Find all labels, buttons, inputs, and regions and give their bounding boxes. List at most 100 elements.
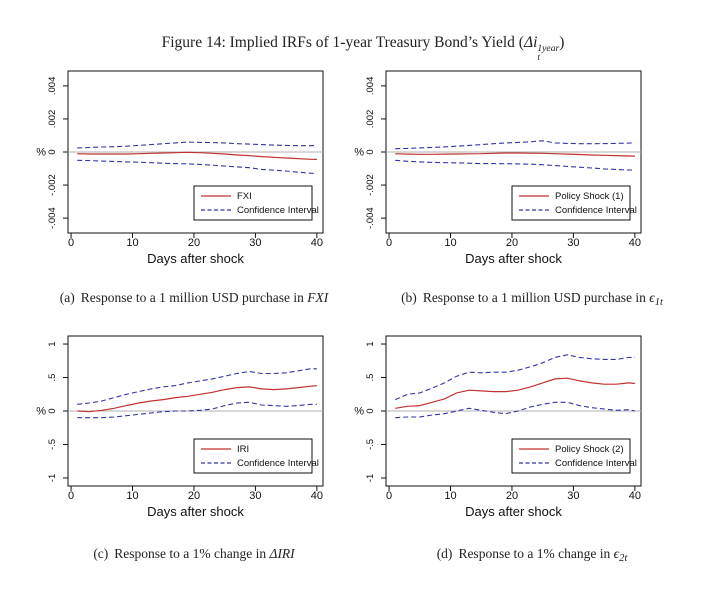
legend-label: FXI (237, 191, 252, 202)
caption-d: (d) Response to a 1% change in ϵ2t (363, 546, 701, 564)
captions-row-top: (a) Response to a 1 million USD purchase … (25, 290, 701, 308)
caption-b-tag: (b) (401, 290, 417, 305)
caption-b-math: ϵ (649, 290, 655, 305)
caption-b-math-sub: 1t (654, 296, 663, 308)
y-axis-title: % (36, 147, 46, 159)
x-tick-label: 40 (311, 490, 323, 502)
y-tick-label: 0 (47, 408, 58, 413)
figure-title-superscript: 1year (537, 43, 560, 55)
x-tick-label: 0 (68, 490, 74, 502)
y-tick-label: .004 (47, 77, 58, 96)
figure-title-math-var: Δi (523, 34, 538, 51)
y-axis: .004 .002 0 -.002 -.004% (36, 77, 68, 229)
caption-d-tag: (d) (436, 546, 453, 561)
captions-row-bottom: (c) Response to a 1% change in ΔIRI (d) Re… (25, 546, 701, 564)
y-axis: 1 .5 0 -.5 -1% (354, 341, 386, 482)
y-tick-label: 1 (365, 341, 376, 346)
caption-d-math: ϵ (613, 546, 620, 561)
y-axis-title: % (36, 406, 46, 418)
series-ci-lower (77, 401, 317, 419)
legend-box (193, 438, 313, 474)
x-axis: 0 10 20 30 40 Days after shock (68, 486, 323, 519)
series-ci-upper (395, 140, 635, 150)
charts-row-top: .004.002 0 -.002 -.004% 0 10 20 30 40 Days after … (25, 64, 661, 269)
x-tick-label: 20 (506, 237, 518, 249)
series-ci-lower (395, 159, 635, 171)
y-tick-label: .002 (365, 110, 376, 129)
x-axis: 0 10 20 30 40 Days after shock (386, 486, 641, 519)
series-ci-lower (395, 401, 636, 419)
x-tick-label: 20 (188, 237, 200, 249)
y-tick-label: 0 (365, 408, 376, 413)
legend: IRI Confidence Interval (193, 438, 319, 474)
panel-d-chart: 1 .5 0 -.5 -1%0 10 20 30 40 Days after shock Polic… (354, 335, 642, 519)
y-tick-label: -1 (47, 474, 58, 482)
y-axis: .004 .002 0 -.002 -.004% (354, 77, 386, 229)
legend-label: Confidence Interval (237, 205, 319, 216)
legend-label: Confidence Interval (237, 458, 319, 469)
legend-label: Policy Shock (2) (555, 444, 624, 455)
caption-d-text: Response to a 1% change in (458, 546, 611, 561)
x-tick-label: 20 (506, 490, 518, 502)
y-tick-label: .5 (365, 374, 376, 382)
x-tick-label: 0 (386, 237, 392, 249)
x-axis-title: Days after shock (147, 504, 244, 519)
series-irf (395, 152, 635, 157)
caption-b: (b) Response to a 1 million USD purchase … (363, 290, 701, 308)
x-tick-label: 10 (444, 490, 456, 502)
caption-c-text: Response to a 1% change in (114, 546, 267, 561)
x-axis: 0 10 20 30 40 Days after shock (386, 233, 641, 266)
x-tick-label: 40 (629, 237, 641, 249)
x-tick-label: 10 (126, 490, 138, 502)
charts-row-bottom: 1.5 0 -.5 -1% 0 10 20 30 40 Days after shock IRI Co… (25, 328, 661, 528)
caption-b-text: Response to a 1 million USD purchase in (422, 290, 646, 305)
series-ci-upper (77, 141, 317, 149)
series-irf (77, 151, 317, 160)
x-tick-label: 10 (444, 237, 456, 249)
y-tick-label: -.004 (47, 207, 58, 229)
y-axis: 1 .5 0 -.5 -1% (36, 341, 68, 482)
figure-title-text: Figure 14: Implied IRFs of 1-year Treasu… (161, 34, 524, 51)
caption-d-math-sub: 2t (619, 552, 628, 564)
x-axis: 0 10 20 30 40 Days after shock (68, 233, 323, 266)
y-tick-label: -.004 (365, 207, 376, 229)
y-tick-label: -.5 (365, 439, 376, 450)
caption-c: (c) Response to a 1% change in ΔIRI (25, 546, 363, 564)
legend: FXI Confidence Interval (193, 185, 319, 221)
legend-box (193, 185, 313, 221)
x-tick-label: 0 (68, 237, 74, 249)
series-ci-lower (77, 159, 317, 175)
legend-box (511, 438, 631, 474)
x-tick-label: 40 (629, 490, 641, 502)
figure-title: Figure 14: Implied IRFs of 1-year Treasu… (0, 34, 726, 63)
caption-c-math: ΔIRI (269, 546, 295, 561)
x-axis-title: Days after shock (147, 251, 244, 266)
y-tick-label: -1 (365, 474, 376, 482)
x-tick-label: 40 (311, 237, 323, 249)
caption-a: (a) Response to a 1 million USD purchase … (25, 290, 363, 308)
y-tick-label: 1 (47, 341, 58, 346)
y-tick-label: 0 (365, 149, 376, 154)
legend: Policy Shock (1) Confidence Interval (511, 185, 637, 221)
series-ci-upper (394, 354, 635, 401)
legend-label: IRI (237, 444, 249, 455)
caption-c-tag: (c) (93, 546, 109, 561)
y-tick-label: -.002 (365, 174, 376, 196)
x-tick-label: 30 (567, 237, 579, 249)
x-axis-title: Days after shock (465, 504, 562, 519)
x-tick-label: 10 (126, 237, 138, 249)
figure-title-close-paren: ) (559, 34, 565, 51)
x-tick-label: 30 (249, 490, 261, 502)
x-tick-label: 30 (567, 490, 579, 502)
y-tick-label: 0 (47, 149, 58, 154)
y-axis-title: % (354, 406, 364, 418)
figure-title-subscript: t (537, 51, 541, 63)
legend-label: Confidence Interval (555, 205, 637, 216)
series-irf (395, 377, 635, 409)
legend-label: Policy Shock (1) (555, 191, 624, 202)
y-tick-label: .5 (47, 374, 58, 382)
x-tick-label: 20 (188, 490, 200, 502)
